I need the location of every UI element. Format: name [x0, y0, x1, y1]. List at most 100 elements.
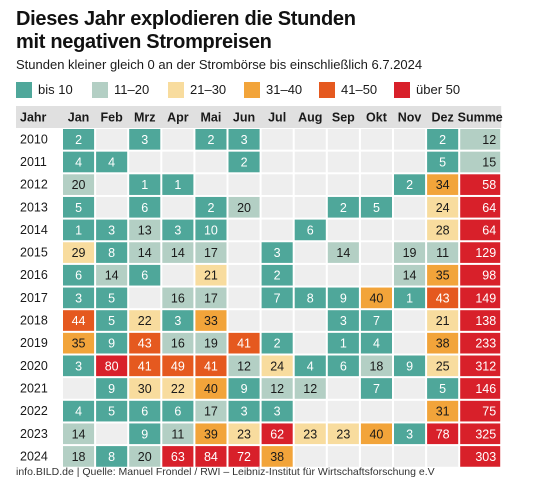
cell-2019-jan	[63, 332, 95, 354]
cell-2013-mrz	[129, 196, 161, 218]
cell-value-2018-mrz: 22	[138, 314, 152, 328]
cell-2017-okt	[360, 287, 392, 309]
cell-value-2023-mrz: 9	[141, 427, 148, 441]
cell-2015-mai	[195, 242, 227, 263]
cell-value-2022-mrz: 6	[141, 405, 148, 419]
cell-2012-mrz	[129, 174, 161, 195]
cell-2021-sep	[327, 378, 359, 399]
cell-value-2023-jul: 62	[270, 427, 284, 441]
cell-2015-summe	[460, 242, 501, 263]
cell-2019-aug	[294, 332, 326, 354]
cell-2016-mrz	[129, 264, 161, 286]
cell-2023-aug	[294, 423, 326, 445]
row-label-2014: 2014	[20, 223, 48, 237]
cell-2014-jan	[63, 219, 95, 241]
cell-value-2014-mrz: 13	[138, 223, 152, 237]
cell-value-2011-summe: 15	[482, 155, 496, 169]
cell-value-2015-apr: 14	[171, 246, 185, 260]
cell-value-2012-mrz: 1	[141, 178, 148, 192]
header-label-jahr: Jahr	[20, 111, 47, 125]
cell-value-2016-jul: 2	[274, 269, 281, 283]
cell-2020-okt	[360, 355, 392, 377]
cell-2012-jan	[63, 174, 95, 195]
cell-value-2013-jun: 20	[237, 201, 251, 215]
cell-2011-mrz	[129, 151, 161, 173]
cell-2019-nov	[394, 332, 426, 354]
cell-value-2023-sep: 23	[336, 427, 350, 441]
cell-value-2014-jan: 1	[75, 223, 82, 237]
cell-value-2010-summe: 12	[482, 133, 496, 147]
cell-value-2010-dez: 2	[439, 133, 446, 147]
cell-2021-summe	[460, 378, 501, 399]
cell-2017-sep	[327, 287, 359, 309]
cell-2014-feb	[96, 219, 128, 241]
cell-value-2021-dez: 5	[439, 382, 446, 396]
cell-value-2021-aug: 12	[303, 382, 317, 396]
cell-2016-okt	[360, 264, 392, 286]
cell-2022-jul	[261, 400, 293, 422]
row-label-2024: 2024	[20, 449, 48, 463]
cell-value-2021-feb: 9	[108, 382, 115, 396]
cell-2018-aug	[294, 310, 326, 331]
cell-2024-sep	[327, 446, 359, 467]
cell-2021-jul	[261, 378, 293, 399]
cell-2022-okt	[360, 400, 392, 422]
cell-2011-apr	[162, 151, 194, 173]
cell-value-2010-mrz: 3	[141, 133, 148, 147]
cell-2019-jun	[228, 332, 260, 354]
cell-value-2024-feb: 8	[108, 450, 115, 464]
cell-value-2016-mai: 21	[204, 269, 218, 283]
cell-2012-jun	[228, 174, 260, 195]
cell-2017-aug	[294, 287, 326, 309]
cell-value-2011-feb: 4	[108, 155, 115, 169]
cell-2018-sep	[327, 310, 359, 331]
cell-2020-feb	[96, 355, 128, 377]
cell-2015-okt	[360, 242, 392, 263]
cell-2023-okt	[360, 423, 392, 445]
cell-2019-jul	[261, 332, 293, 354]
cell-value-2015-jan: 29	[72, 246, 86, 260]
cell-2024-aug	[294, 446, 326, 467]
cell-value-2016-nov: 14	[403, 269, 417, 283]
cell-2011-okt	[360, 151, 392, 173]
cell-2015-apr	[162, 242, 194, 263]
cell-value-2016-mrz: 6	[141, 269, 148, 283]
cell-value-2024-jun: 72	[237, 450, 251, 464]
cell-value-2023-summe: 325	[475, 427, 496, 441]
cell-2017-feb	[96, 287, 128, 309]
cell-2011-jan	[63, 151, 95, 173]
cell-2018-nov	[394, 310, 426, 331]
cell-2020-sep	[327, 355, 359, 377]
cell-value-2015-jul: 3	[274, 246, 281, 260]
cell-2021-apr	[162, 378, 194, 399]
column-header-sep: Sep	[332, 111, 355, 125]
cell-2011-aug	[294, 151, 326, 173]
column-header-okt: Okt	[366, 111, 388, 125]
cell-2019-mrz	[129, 332, 161, 354]
cell-2017-jul	[261, 287, 293, 309]
cell-2010-jan	[63, 129, 95, 150]
cell-2010-jul	[261, 129, 293, 150]
cell-2011-nov	[394, 151, 426, 173]
cell-value-2020-mai: 41	[204, 359, 218, 373]
cell-value-2019-sep: 1	[340, 337, 347, 351]
cell-2010-summe	[460, 129, 501, 150]
cell-2020-nov	[394, 355, 426, 377]
cell-2019-sep	[327, 332, 359, 354]
cell-value-2018-summe: 138	[475, 314, 496, 328]
cell-2017-jan	[63, 287, 95, 309]
cell-2011-feb	[96, 151, 128, 173]
column-header-mrz: Mrz	[134, 111, 156, 125]
cell-2014-jul	[261, 219, 293, 241]
cell-value-2016-feb: 14	[105, 269, 119, 283]
cell-value-2012-apr: 1	[174, 178, 181, 192]
row-label-2021: 2021	[20, 381, 48, 395]
cell-2015-mrz	[129, 242, 161, 263]
cell-2010-mrz	[129, 129, 161, 150]
cell-value-2010-jun: 3	[241, 133, 248, 147]
cell-value-2018-dez: 21	[436, 314, 450, 328]
column-header-aug: Aug	[298, 111, 322, 125]
cell-2013-apr	[162, 196, 194, 218]
cell-value-2017-dez: 43	[436, 291, 450, 305]
cell-2010-dez	[427, 129, 459, 150]
